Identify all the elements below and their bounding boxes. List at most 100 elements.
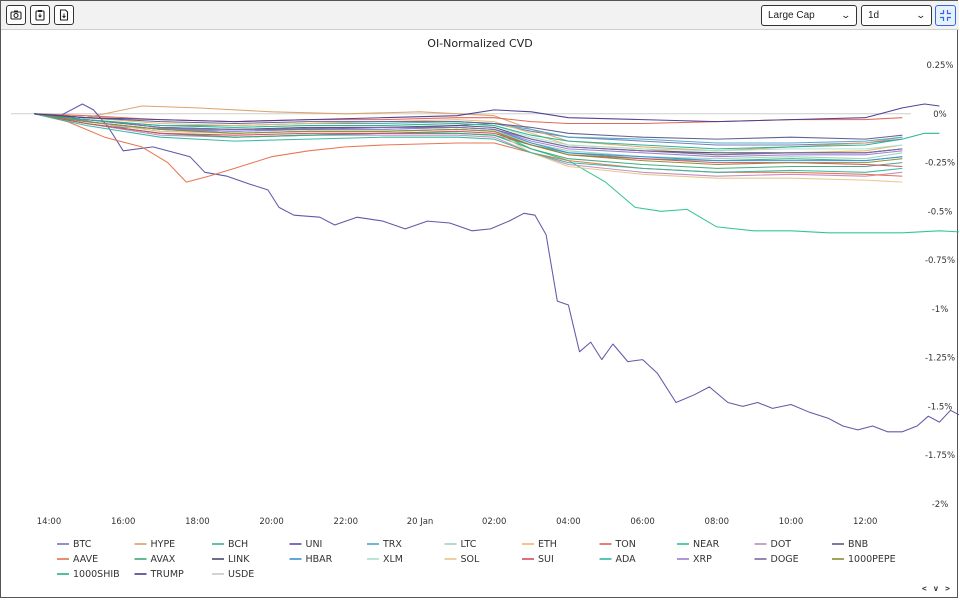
chart-title: OI-Normalized CVD [427, 37, 532, 50]
x-tick-label: 04:00 [556, 517, 581, 527]
x-axis: 14:00 16:00 18:00 20:00 22:00 20 Jan 02:00 04:0… [37, 517, 878, 527]
series-line-avax[interactable] [34, 113, 903, 169]
legend-item-ada[interactable]: ADA [599, 554, 637, 565]
legend-label: BCH [228, 539, 248, 550]
download-icon[interactable] [54, 5, 74, 25]
legend-item-sol[interactable]: SOL [444, 554, 481, 565]
legend-label: DOGE [771, 554, 799, 565]
camera-icon-glyph [10, 10, 22, 20]
legend-item-ltc[interactable]: LTC [444, 539, 477, 550]
cap-select-value: Large Cap [768, 10, 815, 21]
y-tick-label: 0% [933, 110, 947, 120]
legend-label: NEAR [693, 539, 720, 550]
range-select-value: 1d [868, 10, 880, 21]
legend-label: LINK [228, 554, 250, 565]
legend-item-bnb[interactable]: BNB [832, 539, 868, 550]
series-line-dot[interactable] [34, 113, 903, 177]
plot-area [11, 103, 959, 433]
legend-label: SOL [461, 554, 481, 565]
legend-item-avax[interactable]: AVAX [134, 554, 176, 565]
legend-label: TRX [382, 539, 402, 550]
legend-item-uni[interactable]: UNI [289, 539, 323, 550]
y-tick-label: -0.25% [925, 159, 955, 169]
legend-label: 1000PEPE [848, 554, 896, 565]
legend-item-hype[interactable]: HYPE [134, 539, 176, 550]
legend-item-btc[interactable]: BTC [57, 539, 92, 550]
download-icon-glyph [59, 9, 69, 21]
series-line-bnb[interactable] [34, 113, 903, 140]
legend-label: ETH [538, 539, 557, 550]
legend-item-trx[interactable]: TRX [367, 539, 402, 550]
x-tick-label: 20 Jan [407, 517, 434, 527]
y-tick-label: -0.5% [928, 207, 953, 217]
legend-label: 1000SHIB [73, 569, 120, 580]
collapse-icon[interactable] [935, 5, 956, 26]
legend-item-trump[interactable]: TRUMP [134, 569, 185, 580]
legend-label: UNI [306, 539, 323, 550]
legend-label: TRUMP [150, 569, 185, 580]
clipboard-icon[interactable] [30, 5, 50, 25]
series-line-1000pepe[interactable] [34, 113, 903, 166]
legend-label: LTC [461, 539, 477, 550]
range-select[interactable]: 1d ⌄ [861, 5, 932, 26]
x-tick-label: 08:00 [705, 517, 730, 527]
cap-select[interactable]: Large Cap ⌄ [761, 5, 857, 26]
legend-item-ton[interactable]: TON [599, 539, 636, 550]
legend-label: XLM [383, 554, 403, 565]
legend-item-sui[interactable]: SUI [522, 554, 554, 565]
legend-item-1000shib[interactable]: 1000SHIB [57, 569, 120, 580]
legend-label: DOT [771, 539, 792, 550]
camera-icon[interactable] [6, 5, 26, 25]
y-tick-label: -0.75% [925, 256, 955, 266]
legend-label: AAVE [73, 554, 98, 565]
legend-item-bch[interactable]: BCH [212, 539, 248, 550]
y-tick-label: 0.25% [926, 61, 953, 71]
legend-item-hbar[interactable]: HBAR [289, 554, 333, 565]
legend-item-xlm[interactable]: XLM [367, 554, 403, 565]
legend-label: BNB [848, 539, 868, 550]
legend-item-xrp[interactable]: XRP [677, 554, 712, 565]
legend-item-doge[interactable]: DOGE [754, 554, 799, 565]
x-tick-label: 16:00 [111, 517, 136, 527]
series-line-ada[interactable] [34, 113, 903, 173]
y-axis: 0.25% 0% -0.25% -0.5% -0.75% -1% -1.25% -1.5% -1… [925, 61, 955, 510]
series-line-1000shib[interactable] [34, 113, 940, 150]
legend-item-1000pepe[interactable]: 1000PEPE [832, 554, 896, 565]
legend-item-dot[interactable]: DOT [754, 539, 792, 550]
x-tick-label: 10:00 [779, 517, 804, 527]
x-tick-label: 14:00 [37, 517, 62, 527]
chevron-down-icon: ⌄ [840, 10, 852, 20]
chevron-down-icon: ⌄ [915, 10, 927, 20]
y-tick-label: -2% [932, 500, 949, 510]
y-tick-label: -1.5% [928, 402, 953, 412]
y-tick-label: -1% [932, 305, 949, 315]
legend: BTC HYPE BCH UNI TRX LTC ETH TON NEAR DOT BNB AAVE A… [57, 539, 896, 580]
legend-label: AVAX [151, 554, 176, 565]
x-tick-label: 18:00 [185, 517, 210, 527]
series-line-uni[interactable] [34, 103, 959, 433]
legend-item-aave[interactable]: AAVE [57, 554, 98, 565]
legend-item-eth[interactable]: ETH [522, 539, 557, 550]
pager-nav[interactable]: < v > [921, 584, 951, 593]
x-tick-label: 06:00 [630, 517, 655, 527]
legend-label: XRP [693, 554, 712, 565]
x-tick-label: 12:00 [853, 517, 878, 527]
legend-label: ADA [616, 554, 637, 565]
legend-label: HYPE [151, 539, 176, 550]
toolbar: Large Cap ⌄ 1d ⌄ [1, 1, 959, 30]
x-tick-label: 02:00 [482, 517, 507, 527]
legend-item-link[interactable]: LINK [212, 554, 250, 565]
y-tick-label: -1.25% [925, 354, 955, 364]
legend-item-near[interactable]: NEAR [677, 539, 720, 550]
series-line-sui[interactable] [34, 113, 903, 168]
legend-label: TON [615, 539, 636, 550]
legend-item-usde[interactable]: USDE [212, 569, 254, 580]
legend-label: SUI [538, 554, 554, 565]
legend-label: BTC [73, 539, 92, 550]
series-line-trump[interactable] [34, 103, 940, 123]
x-tick-label: 20:00 [259, 517, 284, 527]
series-line-doge[interactable] [34, 113, 903, 156]
collapse-icon-glyph [940, 10, 951, 21]
series-line-hype[interactable] [34, 105, 903, 152]
